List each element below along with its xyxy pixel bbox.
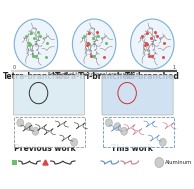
Circle shape — [114, 123, 121, 131]
FancyBboxPatch shape — [13, 75, 85, 115]
Circle shape — [131, 19, 174, 69]
Circle shape — [14, 19, 58, 69]
FancyBboxPatch shape — [14, 117, 85, 147]
Text: Previous work: Previous work — [14, 144, 75, 153]
Text: Fraction of tri-functional precursor (x): Fraction of tri-functional precursor (x) — [48, 72, 140, 77]
Circle shape — [32, 127, 39, 135]
Text: Tetra-Tri-branched: Tetra-Tri-branched — [55, 72, 134, 81]
Polygon shape — [43, 160, 48, 165]
Circle shape — [105, 119, 112, 127]
Text: This work: This work — [111, 144, 152, 153]
Text: Tetra-branched: Tetra-branched — [3, 72, 69, 81]
Circle shape — [120, 127, 127, 135]
Bar — [12, 160, 17, 165]
Circle shape — [72, 19, 116, 69]
Circle shape — [71, 138, 78, 146]
Text: 1: 1 — [173, 65, 176, 70]
Circle shape — [25, 123, 32, 131]
FancyBboxPatch shape — [102, 75, 173, 115]
Circle shape — [17, 119, 24, 127]
Text: 0: 0 — [12, 65, 16, 70]
FancyBboxPatch shape — [103, 117, 174, 147]
Text: Aluminum: Aluminum — [165, 160, 193, 165]
Text: Tri-branched: Tri-branched — [125, 72, 180, 81]
Circle shape — [159, 138, 166, 146]
Circle shape — [155, 157, 164, 167]
